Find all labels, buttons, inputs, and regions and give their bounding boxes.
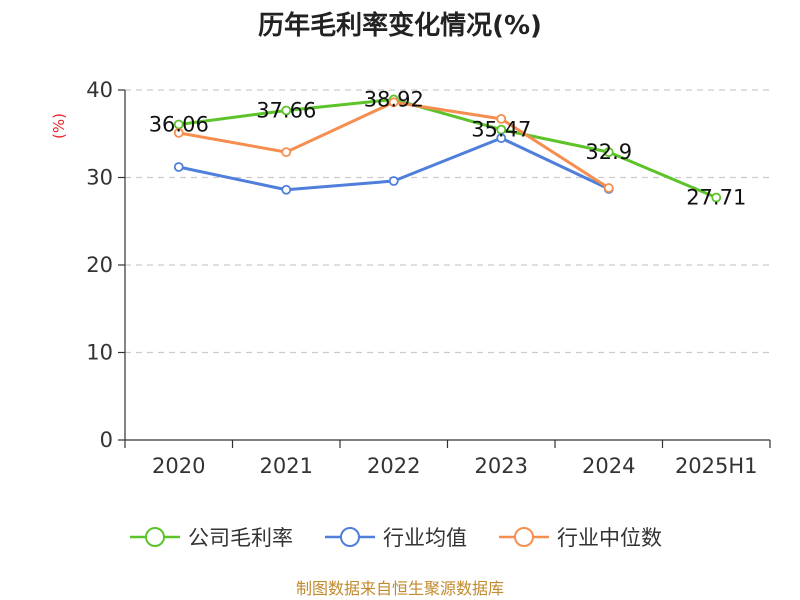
grid-lines	[125, 89, 770, 354]
chart-title: 历年毛利率变化情况(%)	[258, 10, 542, 41]
series-3	[173, 97, 614, 193]
y-axis-unit: (%)	[50, 113, 68, 139]
data-point[interactable]	[281, 147, 292, 158]
data-point[interactable]	[173, 162, 184, 172]
data-point[interactable]	[281, 105, 292, 116]
legend-label: 公司毛利率	[188, 526, 293, 550]
y-tick-label: 20	[86, 253, 113, 277]
data-labels: 36.06 37.66 38.92 35.47 32.9 27.71	[149, 87, 747, 209]
data-point[interactable]	[281, 184, 292, 195]
data-label: 37.66	[256, 98, 316, 122]
series-line	[178, 97, 717, 199]
data-point[interactable]	[496, 113, 507, 124]
data-label: 36.06	[149, 112, 209, 136]
legend-item-1[interactable]: 公司毛利率	[130, 526, 293, 550]
legend-marker	[340, 527, 360, 547]
series-group	[173, 94, 722, 203]
series-2	[173, 133, 614, 195]
axes: 0 10 20 30 40 2020 2021 2022 2023 2024 2025H1	[86, 78, 771, 478]
legend-label: 行业中位数	[557, 526, 662, 550]
legend-item-2[interactable]: 行业均值	[325, 526, 467, 550]
x-tick-label: 2021	[260, 454, 313, 478]
source-note: 制图数据来自恒生聚源数据库	[296, 579, 504, 598]
y-tick-label: 0	[100, 428, 113, 452]
data-point[interactable]	[711, 192, 722, 203]
data-label: 35.47	[471, 118, 531, 142]
data-point[interactable]	[496, 133, 507, 144]
x-tick-label: 2020	[152, 454, 205, 478]
data-point[interactable]	[388, 176, 399, 186]
x-tick-label: 2023	[475, 454, 528, 478]
data-point[interactable]	[388, 97, 399, 108]
legend-marker	[145, 527, 165, 547]
data-label: 38.92	[364, 87, 424, 111]
y-tick-label: 30	[86, 166, 113, 190]
data-label: 32.9	[585, 140, 632, 164]
legend-label: 行业均值	[383, 526, 467, 550]
data-point[interactable]	[603, 147, 614, 158]
x-tick-label: 2022	[367, 454, 420, 478]
legend-item-3[interactable]: 行业中位数	[499, 526, 662, 550]
legend-marker	[514, 527, 534, 547]
x-tick-label: 2024	[582, 454, 635, 478]
y-tick-label: 10	[86, 341, 113, 365]
data-point[interactable]	[603, 183, 614, 193]
data-label: 27.71	[686, 186, 746, 210]
x-tick-label: 2025H1	[675, 454, 758, 478]
legend[interactable]: 公司毛利率 行业均值 行业中位数	[130, 526, 662, 550]
data-point[interactable]	[173, 127, 184, 138]
y-tick-label: 40	[86, 78, 113, 102]
